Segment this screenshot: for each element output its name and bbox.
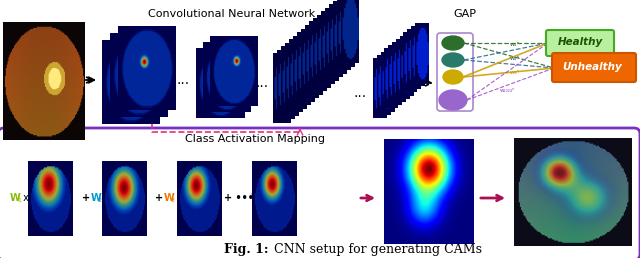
Text: Fig. 1:: Fig. 1: bbox=[223, 244, 268, 256]
Text: Unhealthy: Unhealthy bbox=[562, 62, 622, 72]
Text: +: + bbox=[155, 193, 166, 203]
Text: CNN setup for generating CAMs: CNN setup for generating CAMs bbox=[270, 244, 482, 256]
FancyBboxPatch shape bbox=[552, 53, 636, 82]
Text: W: W bbox=[164, 193, 175, 203]
Ellipse shape bbox=[442, 53, 464, 67]
Text: x: x bbox=[102, 193, 110, 203]
Text: ...: ... bbox=[177, 73, 189, 87]
Text: x: x bbox=[175, 193, 184, 203]
Text: 2024: 2024 bbox=[258, 198, 274, 204]
Text: x: x bbox=[20, 193, 29, 203]
FancyBboxPatch shape bbox=[546, 30, 614, 56]
Text: w₁ⁿ: w₁ⁿ bbox=[510, 43, 520, 47]
Text: Convolutional Neural Network: Convolutional Neural Network bbox=[148, 9, 316, 19]
Ellipse shape bbox=[443, 70, 463, 84]
Text: w₃ⁿ: w₃ⁿ bbox=[510, 70, 520, 76]
Text: x: x bbox=[272, 193, 281, 203]
Text: W: W bbox=[251, 193, 262, 203]
Text: 3: 3 bbox=[171, 198, 175, 204]
Text: Class Activation Mapping: Class Activation Mapping bbox=[185, 134, 325, 144]
Ellipse shape bbox=[442, 36, 464, 50]
Text: Healthy: Healthy bbox=[557, 37, 603, 47]
Ellipse shape bbox=[439, 90, 467, 110]
Text: ...: ... bbox=[353, 86, 367, 100]
FancyBboxPatch shape bbox=[0, 128, 640, 258]
Text: 1: 1 bbox=[17, 198, 21, 204]
Text: W: W bbox=[91, 193, 102, 203]
Text: ...: ... bbox=[255, 76, 269, 90]
Text: w₂₀₂₄ⁿ: w₂₀₂₄ⁿ bbox=[500, 87, 515, 93]
Text: w₂ⁿ: w₂ⁿ bbox=[510, 55, 520, 60]
Text: +: + bbox=[82, 193, 93, 203]
Text: 2: 2 bbox=[98, 198, 102, 204]
Text: + •••: + ••• bbox=[224, 193, 257, 203]
Text: W: W bbox=[10, 193, 20, 203]
Text: GAP: GAP bbox=[454, 9, 477, 19]
